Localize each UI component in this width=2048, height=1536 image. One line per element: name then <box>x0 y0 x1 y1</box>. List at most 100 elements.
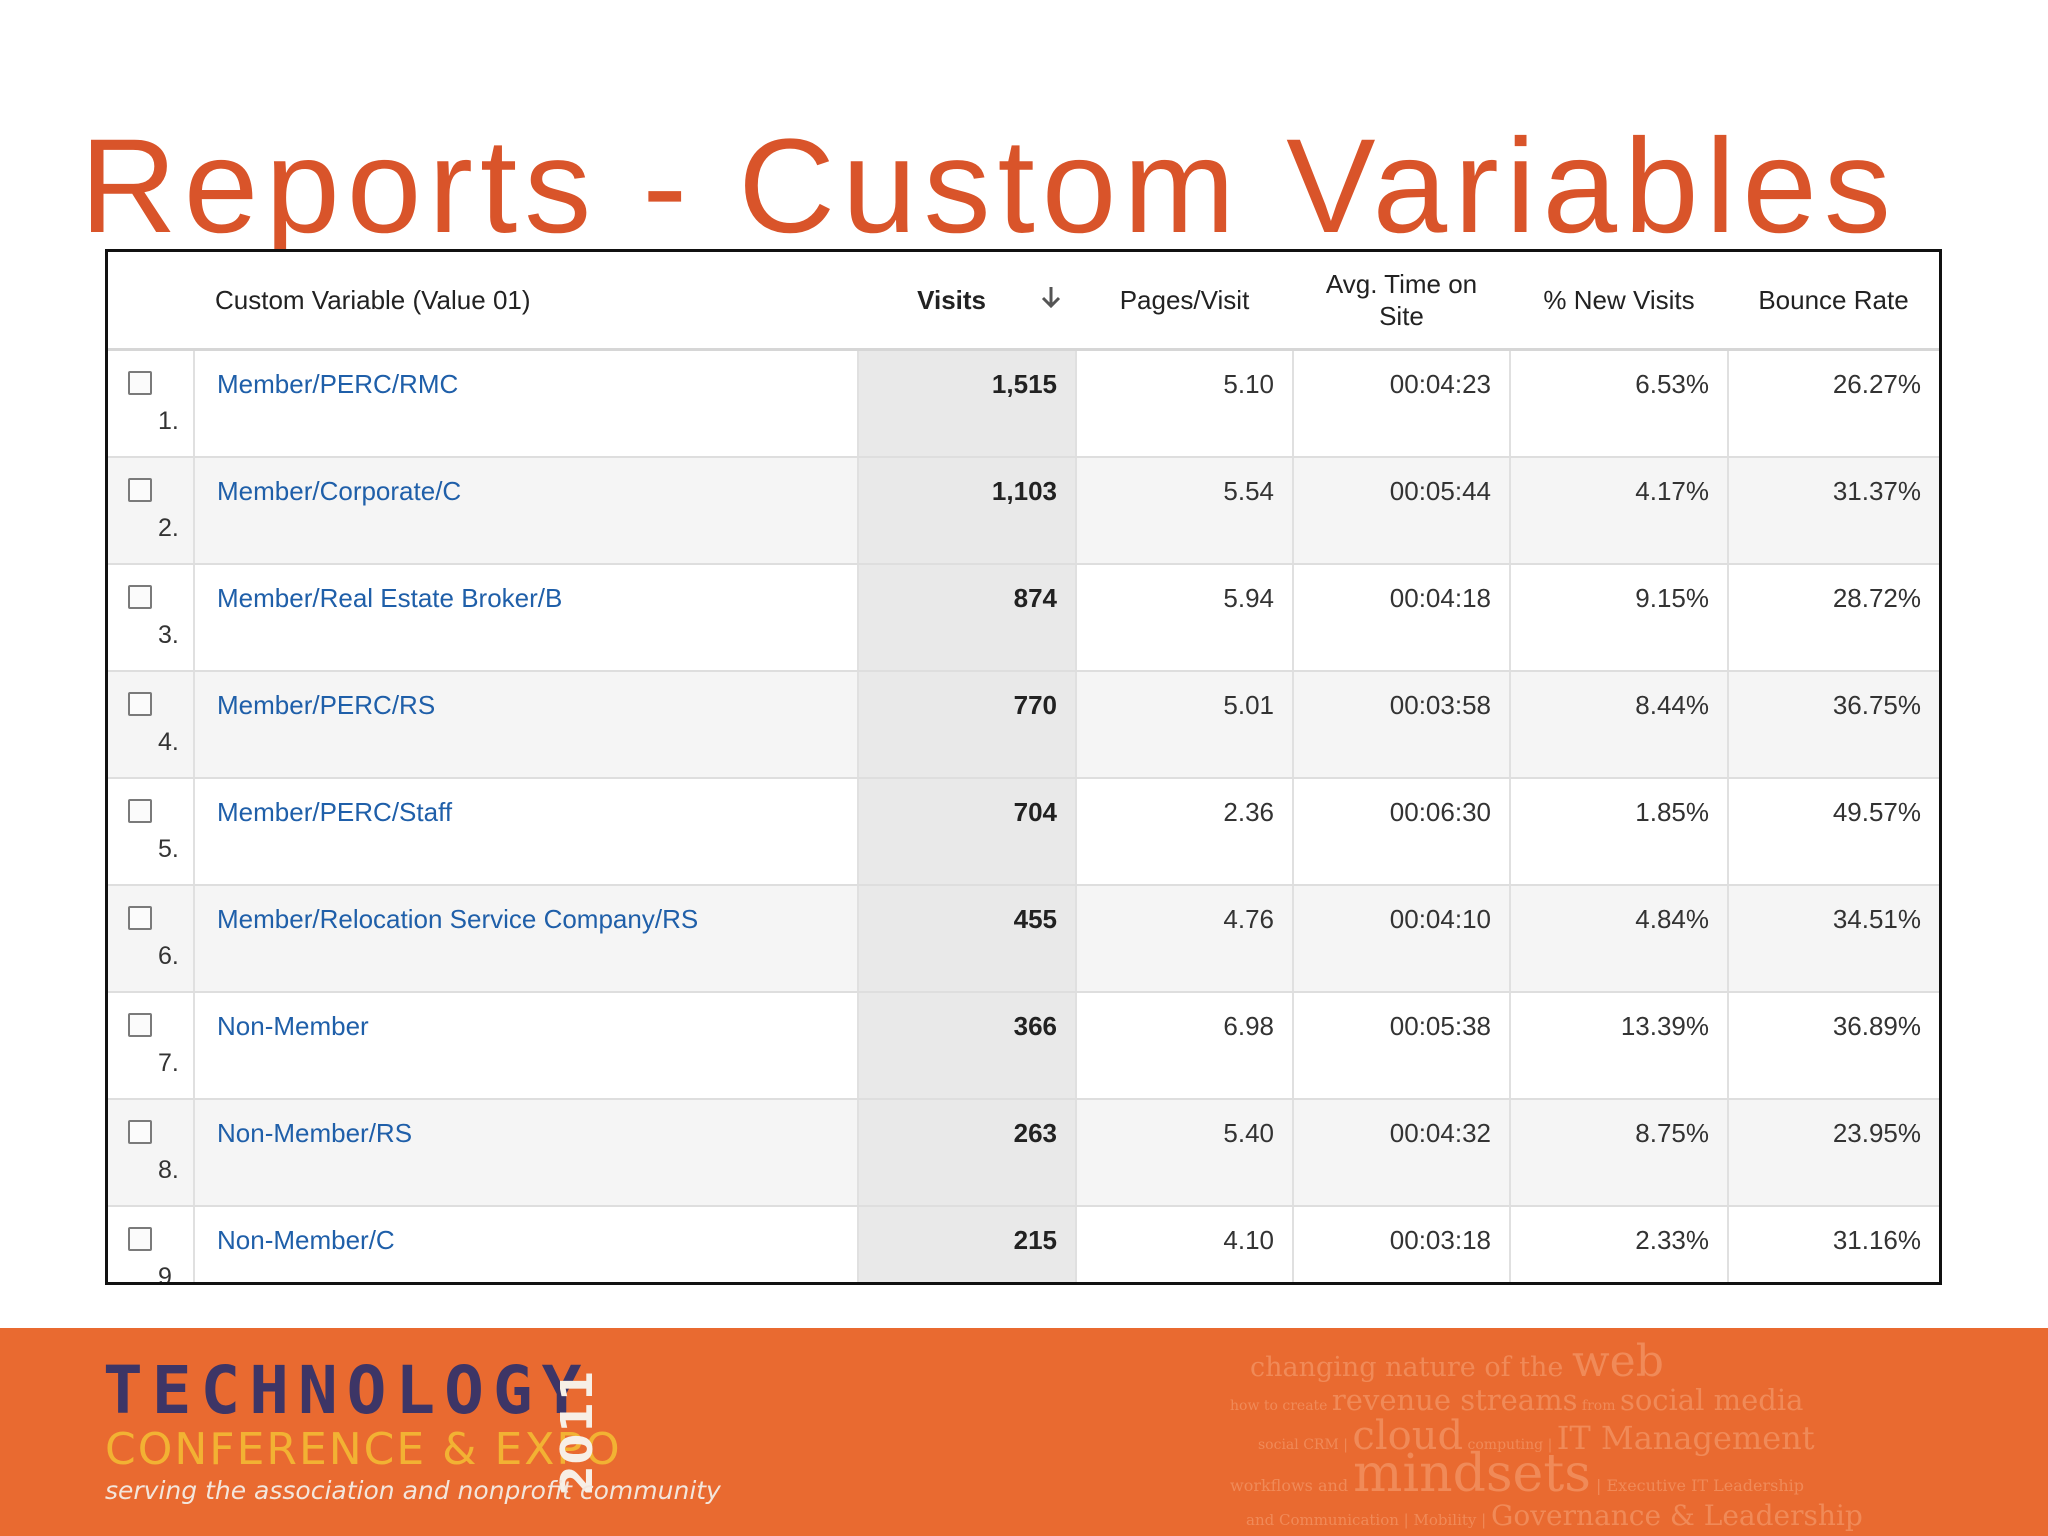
table-row: 5. Member/PERC/Staff 704 2.36 00:06:30 1.85% 4… <box>108 777 1939 886</box>
header-new-visits[interactable]: % New Visits <box>1510 252 1728 351</box>
row-number: 2. <box>158 513 179 542</box>
bounce-rate-cell: 26.27% <box>1728 349 1939 458</box>
row-select-cell: 2. <box>108 456 195 565</box>
row-checkbox[interactable] <box>128 584 152 609</box>
custom-variable-link[interactable]: Member/Real Estate Broker/B <box>217 582 563 613</box>
custom-variable-cell: Member/Relocation Service Company/RS <box>194 884 859 993</box>
row-select-cell: 5. <box>108 777 195 886</box>
pages-per-visit-cell: 2.36 <box>1076 777 1294 886</box>
visits-cell: 455 <box>858 884 1077 993</box>
row-number: 1. <box>158 407 179 435</box>
cloud-line-4: workflows and mindsets | Executive IT Le… <box>1230 1444 1805 1504</box>
footer-word-cloud: changing nature of the web how to create… <box>1220 1338 1920 1533</box>
table-body: 1. Member/PERC/RMC 1,515 5.10 00:04:23 6.53% 2… <box>108 349 1939 1285</box>
table-row: 8. Non-Member/RS 263 5.40 00:04:32 8.75% 23.95… <box>108 1098 1939 1207</box>
visits-cell: 1,515 <box>858 349 1077 458</box>
custom-variable-link[interactable]: Non-Member/C <box>217 1224 395 1255</box>
logo-conference-text: CONFERENCE & EXPO <box>105 1424 622 1475</box>
row-checkbox[interactable] <box>128 798 152 823</box>
row-select-cell: 4. <box>108 670 195 779</box>
avg-time-cell: 00:05:44 <box>1293 456 1511 565</box>
header-visits[interactable]: Visits <box>858 252 1076 351</box>
bounce-rate-cell: 28.72% <box>1728 563 1939 672</box>
new-visits-cell: 2.33% <box>1510 1205 1729 1282</box>
pages-per-visit-cell: 5.54 <box>1076 456 1294 565</box>
pages-per-visit-cell: 5.10 <box>1076 349 1294 458</box>
header-pages-per-visit[interactable]: Pages/Visit <box>1076 252 1293 351</box>
pages-per-visit-cell: 5.01 <box>1076 670 1294 779</box>
logo-technology-text: TECHNOLOGY <box>103 1352 591 1429</box>
custom-variable-link[interactable]: Member/PERC/Staff <box>217 796 453 827</box>
cloud-line-2: how to create revenue streams from socia… <box>1230 1383 1804 1417</box>
pages-per-visit-cell: 4.76 <box>1076 884 1294 993</box>
bounce-rate-cell: 23.95% <box>1728 1098 1939 1207</box>
header-bounce-rate[interactable]: Bounce Rate <box>1728 252 1939 351</box>
bounce-rate-cell: 36.89% <box>1728 991 1939 1100</box>
table-row: 1. Member/PERC/RMC 1,515 5.10 00:04:23 6.53% 2… <box>108 349 1939 458</box>
logo-year: 2011 <box>552 1370 602 1496</box>
avg-time-cell: 00:04:23 <box>1293 349 1511 458</box>
visits-cell: 1,103 <box>858 456 1077 565</box>
custom-variables-report-table: Custom Variable (Value 01) Visits Pages/… <box>105 249 1942 1285</box>
custom-variable-link[interactable]: Non-Member/RS <box>217 1117 413 1148</box>
row-checkbox[interactable] <box>128 371 152 395</box>
new-visits-cell: 13.39% <box>1510 991 1729 1100</box>
table-row: 2. Member/Corporate/C 1,103 5.54 00:05:44 4.1… <box>108 456 1939 565</box>
row-checkbox[interactable] <box>128 1012 152 1037</box>
row-select-cell: 6. <box>108 884 195 993</box>
custom-variable-link[interactable]: Member/PERC/RS <box>217 689 436 720</box>
pages-per-visit-cell: 5.94 <box>1076 563 1294 672</box>
table-row: 4. Member/PERC/RS 770 5.01 00:03:58 8.44% 36.7… <box>108 670 1939 779</box>
new-visits-cell: 4.17% <box>1510 456 1729 565</box>
bounce-rate-cell: 49.57% <box>1728 777 1939 886</box>
visits-cell: 366 <box>858 991 1077 1100</box>
row-number: 3. <box>158 620 179 649</box>
new-visits-cell: 8.75% <box>1510 1098 1729 1207</box>
visits-cell: 770 <box>858 670 1077 779</box>
row-number: 5. <box>158 834 179 863</box>
bounce-rate-cell: 34.51% <box>1728 884 1939 993</box>
avg-time-cell: 00:05:38 <box>1293 991 1511 1100</box>
row-checkbox[interactable] <box>128 691 152 716</box>
row-select-cell: 7. <box>108 991 195 1100</box>
row-checkbox[interactable] <box>128 1119 152 1144</box>
row-select-cell: 8. <box>108 1098 195 1207</box>
header-checkbox-column <box>108 252 194 351</box>
custom-variable-cell: Non-Member/C <box>194 1205 859 1282</box>
custom-variable-link[interactable]: Member/Relocation Service Company/RS <box>217 903 699 934</box>
custom-variable-link[interactable]: Non-Member <box>217 1010 369 1041</box>
custom-variable-cell: Non-Member/RS <box>194 1098 859 1207</box>
pages-per-visit-cell: 5.40 <box>1076 1098 1294 1207</box>
visits-cell: 263 <box>858 1098 1077 1207</box>
bounce-rate-cell: 31.16% <box>1728 1205 1939 1282</box>
row-checkbox[interactable] <box>128 477 152 502</box>
new-visits-cell: 4.84% <box>1510 884 1729 993</box>
row-select-cell: 9. <box>108 1205 195 1285</box>
visits-cell: 215 <box>858 1205 1077 1282</box>
header-custom-variable[interactable]: Custom Variable (Value 01) <box>194 252 858 351</box>
row-number: 7. <box>158 1048 179 1077</box>
custom-variable-link[interactable]: Member/PERC/RMC <box>217 369 459 399</box>
row-number: 8. <box>158 1155 179 1184</box>
slide-title: Reports - Custom Variables <box>80 112 1898 261</box>
cloud-line-5: and Communication | Mobility | Governanc… <box>1246 1499 1863 1532</box>
table-row: 9. Non-Member/C 215 4.10 00:03:18 2.33% 31.16% <box>108 1205 1939 1285</box>
footer-banner: TECHNOLOGY CONFERENCE & EXPO 2011 servin… <box>0 1328 2048 1536</box>
header-avg-time-line2: Site <box>1379 301 1424 331</box>
arrow-down-icon[interactable] <box>1026 285 1076 316</box>
custom-variable-link[interactable]: Member/Corporate/C <box>217 475 462 506</box>
custom-variable-cell: Member/PERC/Staff <box>194 777 859 886</box>
custom-variable-cell: Member/PERC/RS <box>194 670 859 779</box>
header-visits-label: Visits <box>917 284 986 315</box>
bounce-rate-cell: 31.37% <box>1728 456 1939 565</box>
row-number: 9. <box>158 1262 179 1285</box>
row-checkbox[interactable] <box>128 1226 152 1251</box>
row-number: 4. <box>158 727 179 756</box>
bounce-rate-cell: 36.75% <box>1728 670 1939 779</box>
custom-variable-cell: Non-Member <box>194 991 859 1100</box>
custom-variable-cell: Member/PERC/RMC <box>194 349 859 458</box>
row-checkbox[interactable] <box>128 905 152 930</box>
header-avg-time-on-site[interactable]: Avg. Time on Site <box>1293 252 1510 351</box>
avg-time-cell: 00:06:30 <box>1293 777 1511 886</box>
table-header-row: Custom Variable (Value 01) Visits Pages/… <box>108 252 1939 351</box>
